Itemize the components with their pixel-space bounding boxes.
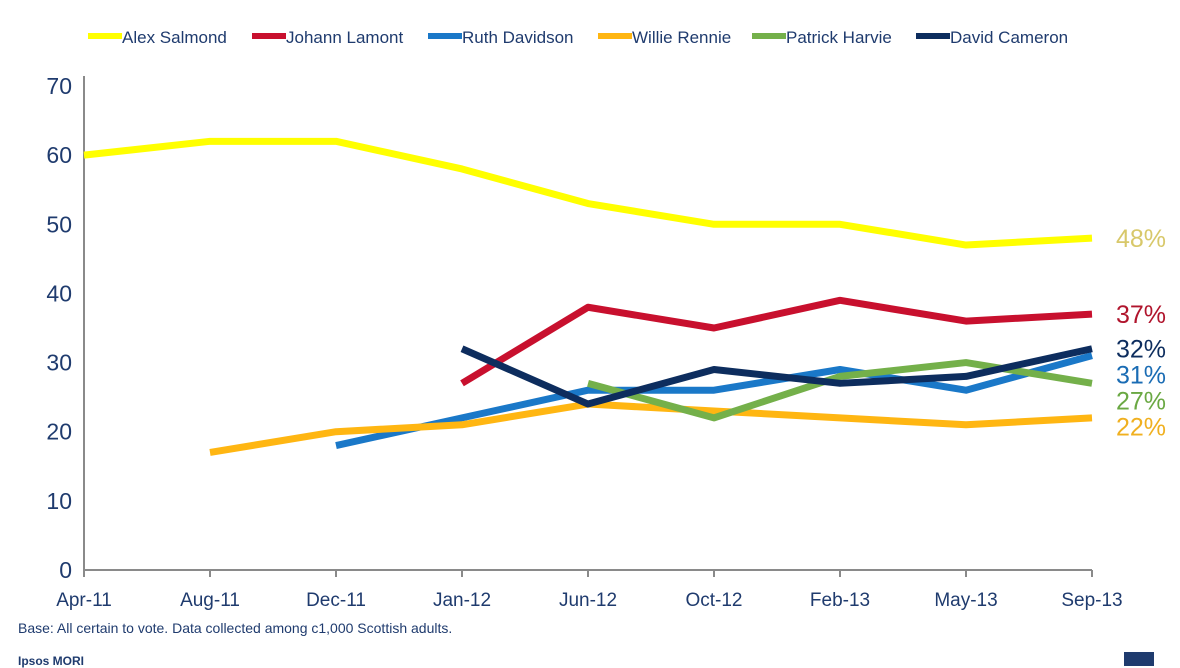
legend-label-1: Johann Lamont bbox=[286, 28, 403, 47]
brand-logo-icon bbox=[1124, 652, 1154, 666]
x-axis-ticks: Apr-11 Aug-11 Dec-11 Jan-12 Jun-12 Oct-12 Feb-… bbox=[56, 570, 1123, 611]
x-tick-label: Feb-13 bbox=[810, 590, 870, 611]
x-tick-label: Jan-12 bbox=[433, 590, 491, 611]
brand-name: Ipsos MORI bbox=[18, 654, 85, 668]
x-tick-label: Oct-12 bbox=[685, 590, 742, 611]
end-label-4: 27% bbox=[1116, 388, 1166, 416]
y-tick-label: 0 bbox=[59, 557, 72, 583]
x-tick-label: Apr-11 bbox=[56, 590, 112, 611]
x-tick-label: Sep-13 bbox=[1061, 590, 1122, 611]
series-line-5 bbox=[460, 345, 1093, 408]
legend-label-2: Ruth Davidson bbox=[462, 28, 574, 47]
series-line-0 bbox=[83, 137, 1093, 249]
y-tick-label: 40 bbox=[46, 280, 72, 306]
x-tick-label: May-13 bbox=[934, 590, 997, 611]
legend-label-0: Alex Salmond bbox=[122, 28, 227, 47]
end-label-3: 22% bbox=[1116, 414, 1166, 442]
x-tick-label: Jun-12 bbox=[559, 590, 617, 611]
legend: Alex Salmond Johann Lamont Ruth Davidson Wi… bbox=[88, 28, 1068, 47]
end-label-0: 48% bbox=[1116, 225, 1166, 253]
y-tick-label: 50 bbox=[46, 211, 72, 237]
y-tick-label: 70 bbox=[46, 73, 72, 99]
y-tick-label: 30 bbox=[46, 350, 72, 376]
series-line-3 bbox=[209, 400, 1093, 456]
y-tick-label: 10 bbox=[46, 488, 72, 514]
legend-label-5: David Cameron bbox=[950, 28, 1068, 47]
series-line-2 bbox=[335, 352, 1093, 449]
end-label-2: 31% bbox=[1116, 362, 1166, 390]
series-lines bbox=[83, 137, 1093, 456]
legend-label-3: Willie Rennie bbox=[632, 28, 731, 47]
end-label-1: 37% bbox=[1116, 301, 1166, 329]
legend-label-4: Patrick Harvie bbox=[786, 28, 892, 47]
y-axis-ticks: 0 10 20 30 40 50 60 70 bbox=[46, 73, 72, 583]
y-tick-label: 60 bbox=[46, 142, 72, 168]
x-tick-label: Aug-11 bbox=[180, 590, 240, 611]
footnote: Base: All certain to vote. Data collecte… bbox=[18, 620, 453, 636]
y-tick-label: 20 bbox=[46, 419, 72, 445]
x-tick-label: Dec-11 bbox=[306, 590, 366, 611]
series-line-1 bbox=[460, 296, 1093, 387]
end-label-5: 32% bbox=[1116, 336, 1166, 364]
end-labels: 48% 37% 32%31%27%22% bbox=[1116, 225, 1166, 442]
